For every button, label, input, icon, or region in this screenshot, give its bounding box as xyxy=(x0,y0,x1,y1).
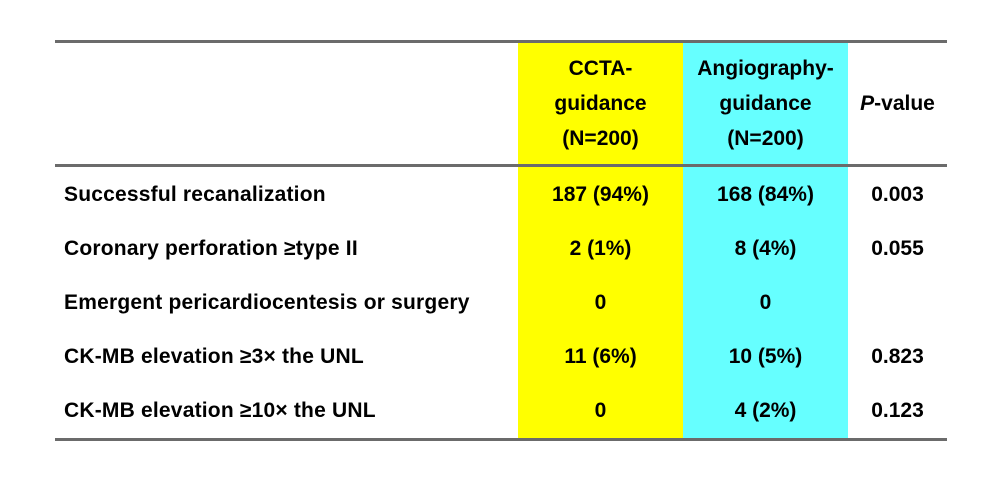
angio-value: 4 (2%) xyxy=(683,383,848,438)
pvalue: 0.003 xyxy=(871,182,924,206)
angio-heading: Angiography- guidance (N=200) xyxy=(697,51,834,156)
ccta-heading-line2: guidance xyxy=(554,92,647,115)
pvalue xyxy=(848,275,947,329)
ccta-value: 0 xyxy=(518,275,683,330)
ccta-value: 2 (1%) xyxy=(518,221,683,276)
header-pvalue-cell: P -value xyxy=(848,43,947,167)
angio-heading-line3: (N=200) xyxy=(727,127,804,150)
pvalue: 0.055 xyxy=(871,236,924,260)
header-label-cell xyxy=(55,43,518,167)
header-angio-cell: Angiography- guidance (N=200) xyxy=(683,43,848,167)
angio-value: 8 (4%) xyxy=(683,221,848,276)
angio-value: 0 xyxy=(683,275,848,330)
pvalue-heading-italic: P xyxy=(860,91,875,115)
ccta-value: 187 (94%) xyxy=(518,167,683,222)
row-label: CK-MB elevation ≥3× the UNL xyxy=(64,345,364,369)
angio-value: 168 (84%) xyxy=(683,167,848,222)
pvalue-heading-rest: -value xyxy=(874,91,935,115)
results-table: CCTA- guidance (N=200) Angiography- guid… xyxy=(55,40,947,441)
pvalue: 0.823 xyxy=(871,345,924,369)
ccta-heading-line1: CCTA- xyxy=(568,57,633,80)
ccta-heading: CCTA- guidance (N=200) xyxy=(554,51,646,156)
ccta-heading-line3: (N=200) xyxy=(562,127,639,150)
row-label: CK-MB elevation ≥10× the UNL xyxy=(64,399,376,423)
row-label: Emergent pericardiocentesis or surgery xyxy=(64,290,470,314)
header-ccta-cell: CCTA- guidance (N=200) xyxy=(518,43,683,167)
angio-heading-line1: Angiography- xyxy=(697,57,834,80)
row-label: Coronary perforation ≥type II xyxy=(64,236,358,260)
angio-heading-line2: guidance xyxy=(719,92,812,115)
ccta-value: 11 (6%) xyxy=(518,329,683,384)
row-label: Successful recanalization xyxy=(64,182,326,206)
pvalue: 0.123 xyxy=(871,399,924,423)
angio-value: 10 (5%) xyxy=(683,329,848,384)
ccta-value: 0 xyxy=(518,383,683,438)
